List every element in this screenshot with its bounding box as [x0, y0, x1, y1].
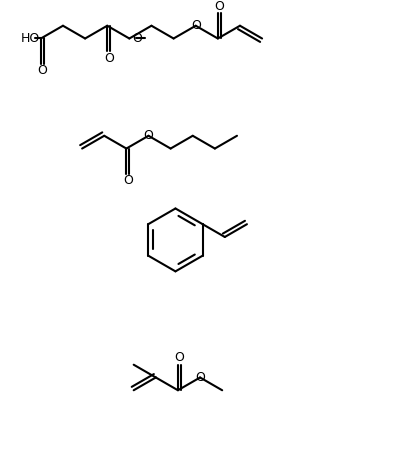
- Text: O: O: [37, 65, 47, 77]
- Text: O: O: [214, 0, 224, 12]
- Text: O: O: [104, 52, 114, 65]
- Text: O: O: [143, 129, 154, 142]
- Text: O: O: [123, 174, 133, 188]
- Text: O: O: [132, 32, 142, 45]
- Text: O: O: [191, 19, 201, 32]
- Text: O: O: [174, 351, 184, 364]
- Text: O: O: [195, 371, 205, 384]
- Text: HO: HO: [21, 32, 40, 45]
